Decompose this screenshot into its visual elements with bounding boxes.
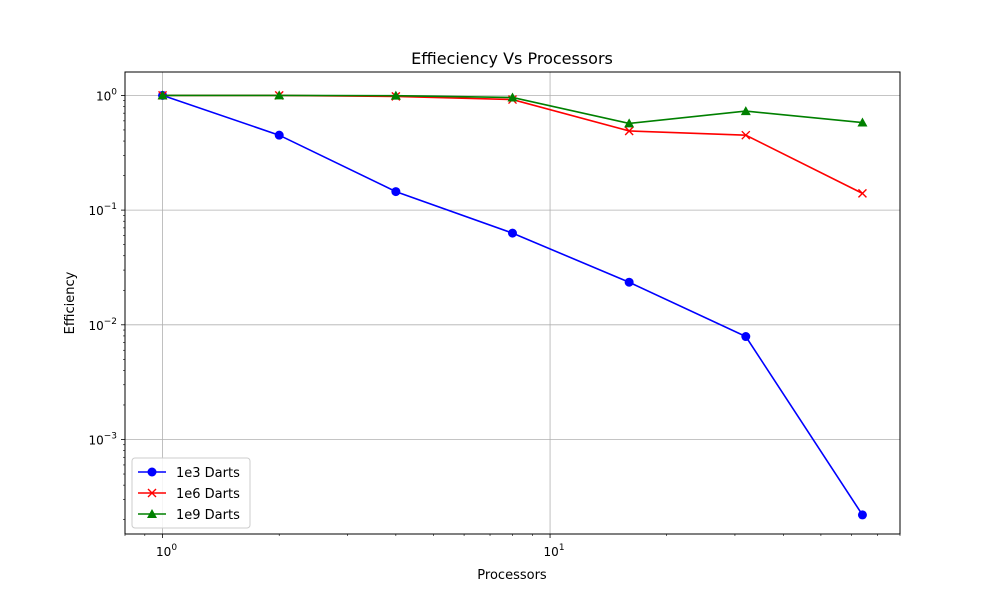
series-layer: [157, 90, 868, 520]
series-line: [162, 94, 863, 195]
chart-title: Effieciency Vs Processors: [411, 49, 613, 68]
series-3: [157, 90, 868, 128]
legend-item: 1e6 Darts: [138, 487, 240, 502]
y-tick-label: 10−3: [88, 432, 117, 448]
data-point: [857, 188, 867, 198]
legend-box: [131, 457, 251, 529]
data-point: [857, 510, 867, 520]
legend-label: 1e6 Darts: [176, 487, 240, 502]
data-point: [624, 126, 634, 136]
series-line: [162, 94, 864, 516]
data-point: [274, 90, 285, 100]
legend-label: 1e9 Darts: [176, 508, 240, 523]
legend-item: 1e3 Darts: [138, 466, 240, 481]
data-point: [624, 118, 635, 128]
data-point: [391, 187, 401, 197]
legend-marker: [147, 488, 157, 498]
x-axis-title: Processors: [477, 568, 547, 583]
data-point: [857, 117, 868, 127]
x-tick-label: 100: [156, 543, 177, 559]
data-point: [508, 228, 517, 238]
x-tick-label: 101: [544, 543, 565, 559]
data-point: [390, 90, 401, 100]
y-tick-label: 100: [96, 87, 117, 103]
legend-label: 1e3 Darts: [176, 466, 240, 481]
data-point: [157, 90, 168, 100]
y-axis-title: Efficiency: [63, 271, 78, 334]
data-point: [274, 130, 284, 140]
data-point: [740, 106, 751, 116]
legend-marker: [147, 467, 157, 477]
y-tick-label: 10−1: [88, 202, 117, 218]
y-tick-label: 10−2: [88, 317, 117, 333]
data-point: [507, 92, 518, 102]
data-point: [741, 130, 751, 140]
data-point: [741, 332, 751, 342]
series-1: [158, 90, 867, 520]
legend: 1e3 Darts 1e6 Darts 1e9 Darts: [131, 457, 251, 529]
series-2: [158, 90, 867, 198]
data-point: [624, 277, 634, 287]
axis-ticks: 100 101 100 10−1 10−2 10−3: [88, 87, 901, 559]
legend-marker: [147, 509, 157, 518]
legend-item: 1e9 Darts: [138, 508, 240, 523]
